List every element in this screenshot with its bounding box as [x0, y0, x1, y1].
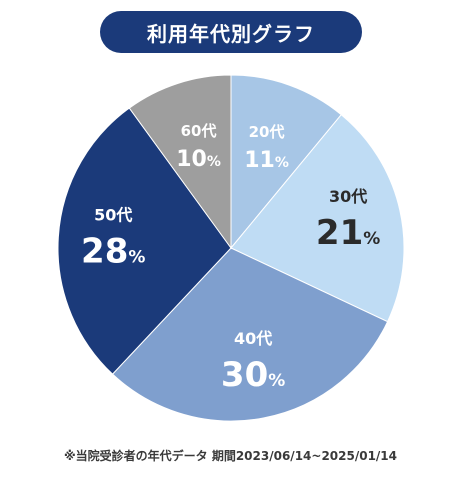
pie-slice-30代	[230, 113, 405, 323]
slice-label-30代: 30代	[329, 187, 367, 206]
data-footnote: ※当院受診者の年代データ 期間2023/06/14~2025/01/14	[63, 449, 398, 463]
slice-value-60代: 10%	[176, 147, 221, 172]
chart-title-badge: 利用年代別グラフ	[100, 11, 362, 53]
slice-label-20代: 20代	[249, 123, 285, 141]
pie-slice-20代	[230, 74, 342, 250]
slice-value-20代: 11%	[244, 148, 289, 173]
pie-chart: 20代 11% 30代 21% 40代 30% 50代 28% 60代 10%	[57, 74, 405, 422]
slice-value-50代: 28%	[81, 232, 145, 272]
chart-title: 利用年代別グラフ	[147, 21, 315, 46]
slice-label-50代: 50代	[94, 206, 132, 225]
slice-label-60代: 60代	[181, 122, 217, 140]
pie-slice-60代	[128, 74, 232, 250]
slice-value-30代: 21%	[316, 213, 380, 253]
slice-value-40代: 30%	[221, 355, 285, 395]
slice-label-40代: 40代	[234, 329, 272, 348]
pie-slice-40代	[111, 247, 389, 422]
pie-slice-50代	[57, 107, 232, 375]
